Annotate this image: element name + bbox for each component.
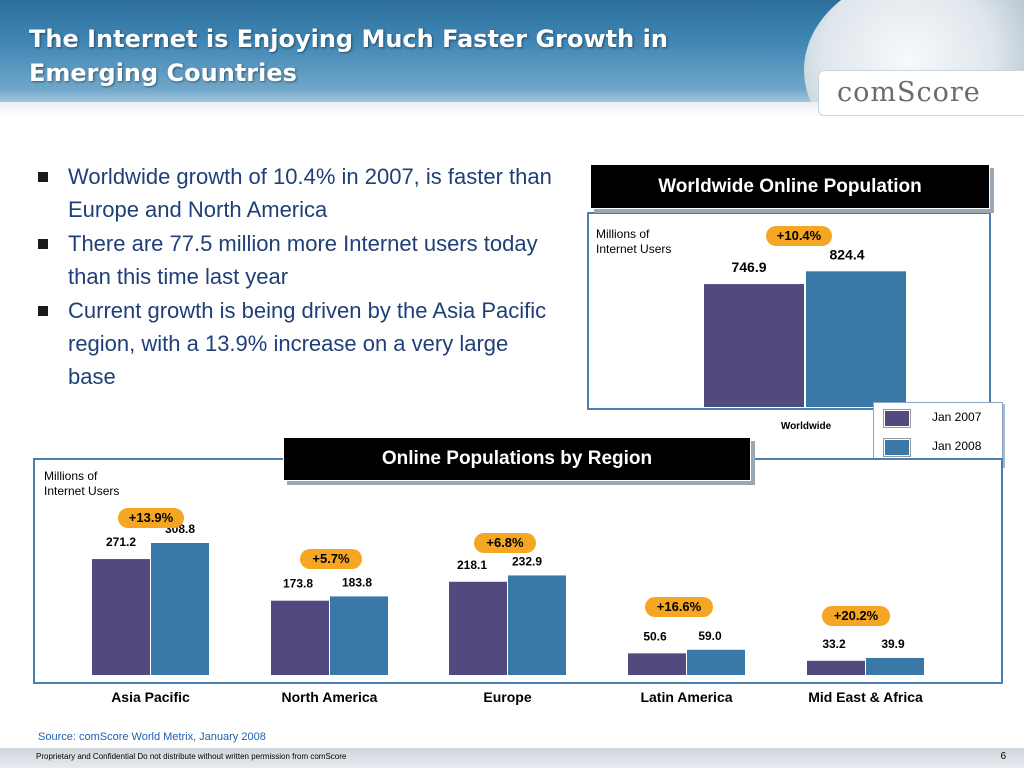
category-label-north-america: North America (282, 689, 378, 705)
logo-text: comScore (837, 77, 981, 108)
value-label-europe-jan-2007: 218.1 (457, 558, 487, 572)
bar-europe-jan-2008 (508, 575, 566, 675)
legend-label: Jan 2008 (932, 439, 982, 453)
bar-latin-america-jan-2007 (628, 653, 686, 675)
region-growth-badge-latin-america: +16.6% (645, 597, 713, 617)
bar-europe-jan-2007 (449, 581, 507, 675)
legend-label: Jan 2007 (932, 410, 982, 424)
region-growth-badge-mid-east-africa: +20.2% (822, 606, 890, 626)
bullet-item: Current growth is being driven by the As… (36, 294, 556, 393)
bullet-square-icon (38, 306, 48, 316)
value-label-north-america-jan-2007: 173.8 (283, 577, 313, 591)
bar-asia-pacific-jan-2007 (92, 559, 150, 675)
title-line-2: Emerging Countries (29, 59, 297, 87)
unit-line-2: Internet Users (44, 484, 120, 498)
worldwide-bar-chart: 746.9 824.4 Worldwide (704, 246, 906, 432)
category-label-europe: Europe (483, 689, 531, 705)
header-band (0, 102, 1024, 118)
value-label-worldwide-jan-2008: 824.4 (829, 246, 864, 262)
worldwide-chart-title: Worldwide Online Population (590, 164, 990, 209)
unit-line-1: Millions of (596, 227, 650, 241)
region-unit-label: Millions of Internet Users (44, 469, 119, 499)
bullet-square-icon (38, 172, 48, 182)
category-label-asia-pacific: Asia Pacific (111, 689, 190, 705)
page-number: 6 (1000, 751, 1006, 762)
title-line-1: The Internet is Enjoying Much Faster Gro… (29, 25, 668, 53)
bullet-text: Worldwide growth of 10.4% in 2007, is fa… (68, 164, 552, 222)
source-note: Source: comScore World Metrix, January 2… (38, 731, 266, 743)
category-label-worldwide: Worldwide (781, 421, 832, 432)
bar-asia-pacific-jan-2008 (151, 542, 209, 675)
region-growth-badge-asia-pacific: +13.9% (118, 508, 184, 528)
logo-wordmark: comScore (837, 77, 981, 108)
bullet-item: Worldwide growth of 10.4% in 2007, is fa… (36, 160, 556, 226)
value-label-mid-east-and-africa-jan-2007: 33.2 (822, 637, 846, 651)
unit-line-1: Millions of (44, 469, 98, 483)
bullet-text: There are 77.5 million more Internet use… (68, 231, 538, 289)
slide-title: The Internet is Enjoying Much Faster Gro… (29, 22, 749, 90)
category-label-mid-east-and-africa: Mid East & Africa (808, 689, 923, 705)
bar-worldwide-jan-2008 (806, 271, 906, 407)
value-label-latin-america-jan-2008: 59.0 (698, 629, 722, 643)
legend-swatch-jan-2007 (883, 409, 911, 428)
region-growth-badge-north-america: +5.7% (300, 549, 362, 569)
footer-confidential-text: Proprietary and Confidential Do not dist… (36, 752, 347, 761)
category-label-latin-america: Latin America (640, 689, 732, 705)
bullet-text: Current growth is being driven by the As… (68, 298, 547, 389)
bar-worldwide-jan-2007 (704, 284, 804, 407)
value-label-europe-jan-2008: 232.9 (512, 554, 542, 568)
bullet-list: Worldwide growth of 10.4% in 2007, is fa… (36, 160, 556, 394)
bullet-square-icon (38, 239, 48, 249)
value-label-mid-east-and-africa-jan-2008: 39.9 (881, 637, 905, 651)
bar-north-america-jan-2008 (330, 596, 388, 675)
bar-mid-east-and-africa-jan-2008 (866, 657, 924, 675)
legend-swatch-jan-2008 (883, 438, 911, 457)
bullet-item: There are 77.5 million more Internet use… (36, 227, 556, 293)
slide-header: The Internet is Enjoying Much Faster Gro… (0, 0, 1024, 118)
value-label-latin-america-jan-2007: 50.6 (643, 629, 667, 643)
comscore-logo: comScore (818, 70, 1024, 116)
bar-mid-east-and-africa-jan-2007 (807, 660, 865, 675)
region-chart-title: Online Populations by Region (283, 437, 751, 481)
bar-latin-america-jan-2008 (687, 649, 745, 675)
value-label-asia-pacific-jan-2007: 271.2 (106, 535, 136, 549)
region-growth-badge-europe: +6.8% (474, 533, 536, 553)
slide-footer: Proprietary and Confidential Do not dist… (0, 748, 1024, 768)
worldwide-growth-badge: +10.4% (766, 226, 832, 246)
bar-north-america-jan-2007 (271, 600, 329, 675)
worldwide-unit-label: Millions of Internet Users (596, 227, 671, 257)
chart-legend: Jan 2007 Jan 2008 (873, 402, 1003, 466)
value-label-worldwide-jan-2007: 746.9 (731, 259, 766, 275)
value-label-north-america-jan-2008: 183.8 (342, 575, 372, 589)
unit-line-2: Internet Users (596, 242, 672, 256)
